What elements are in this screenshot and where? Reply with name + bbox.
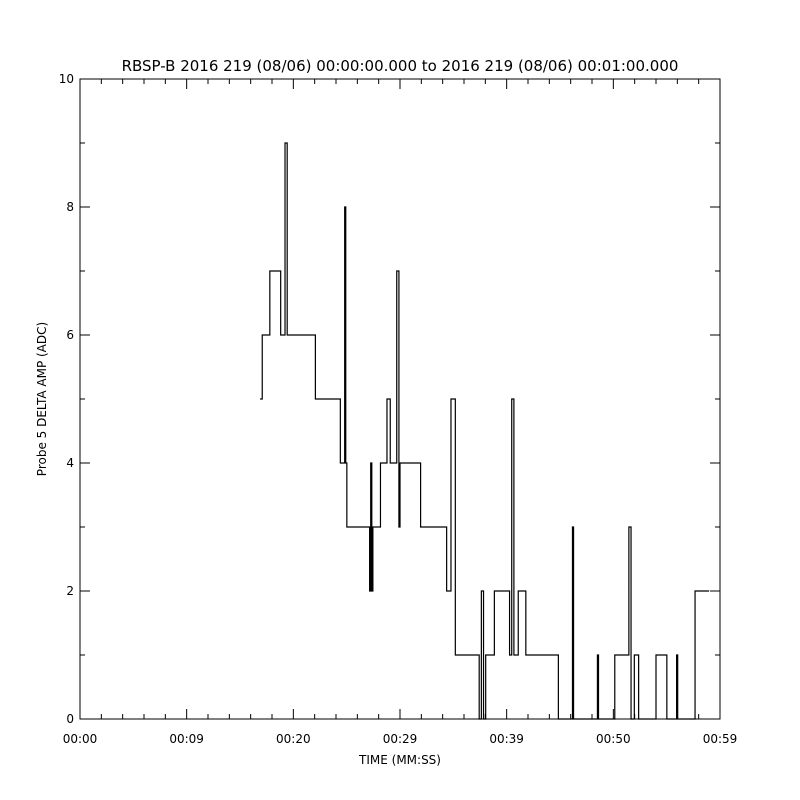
- x-tick-label: 00:59: [703, 732, 738, 746]
- y-axis-label: Probe 5 DELTA AMP (ADC): [35, 322, 49, 476]
- x-axis-label: TIME (MM:SS): [358, 753, 441, 767]
- chart-title: RBSP-B 2016 219 (08/06) 00:00:00.000 to …: [122, 57, 679, 75]
- x-tick-label: 00:39: [489, 732, 524, 746]
- y-tick-label: 10: [59, 72, 74, 86]
- y-tick-label: 6: [66, 328, 74, 342]
- y-tick-label: 0: [66, 712, 74, 726]
- series-line-0: [260, 142, 710, 720]
- series-layer: [260, 142, 710, 720]
- plot-frame: [79, 78, 721, 720]
- x-tick-label: 00:50: [596, 732, 631, 746]
- tick-labels: 00:00 00:09 00:20 00:29 00:39 00:50 00:59 0 2 4 6 8…: [59, 72, 738, 746]
- x-tick-label: 00:29: [383, 732, 418, 746]
- x-tick-label: 00:09: [169, 732, 204, 746]
- y-tick-label: 4: [66, 456, 74, 470]
- x-tick-label: 00:20: [276, 732, 311, 746]
- x-tick-label: 00:00: [63, 732, 98, 746]
- axis-ticks: [79, 78, 721, 720]
- y-tick-label: 2: [66, 584, 74, 598]
- y-tick-label: 8: [66, 200, 74, 214]
